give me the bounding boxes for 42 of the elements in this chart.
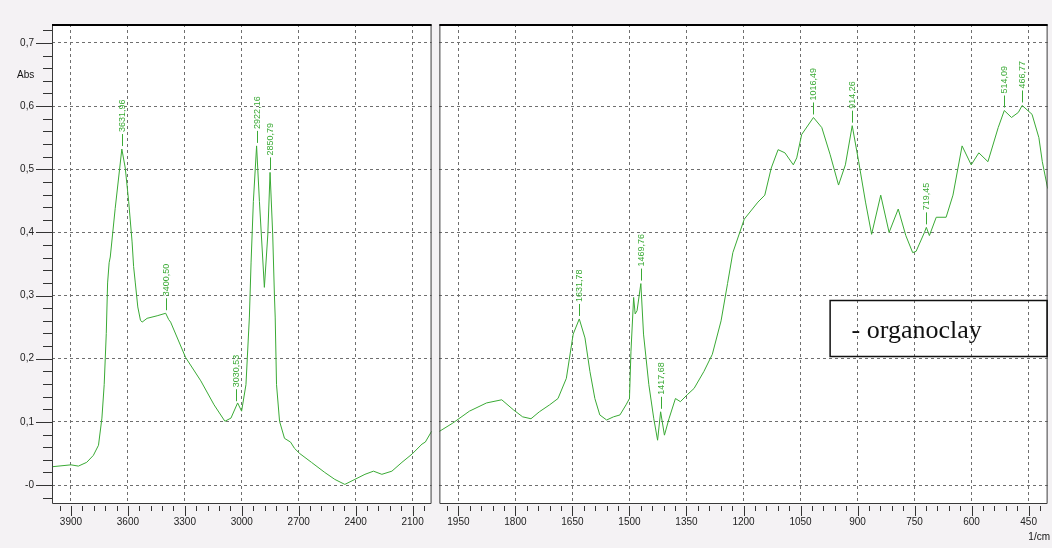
x-tick-label: 3300	[173, 515, 197, 527]
x-tick-label: 600	[963, 515, 981, 527]
x-tick-label: 1050	[789, 515, 813, 527]
x-tick-label: 1650	[561, 515, 584, 527]
y-tick-label: 0,1	[20, 415, 35, 427]
y-tick-label: 0,5	[20, 163, 35, 175]
annotation: 719,45	[920, 182, 931, 211]
y-tick-label: 0,7	[20, 36, 35, 48]
y-tick-label: 0,4	[20, 226, 35, 238]
x-tick-label: 1200	[732, 515, 756, 527]
annotation: 2922,16	[251, 96, 262, 129]
x-tick-label: 450	[1020, 515, 1038, 527]
annotation: 1469,76	[635, 234, 646, 267]
y-tick-label: 0,3	[20, 289, 35, 301]
x-tick-label: 1800	[504, 515, 527, 527]
x-tick-label: 2400	[344, 515, 368, 527]
annotation: 1417,68	[655, 362, 666, 395]
annotation: 3030,53	[230, 354, 241, 388]
y-tick-label: 0,6	[20, 99, 35, 111]
x-tick-label: 3900	[59, 515, 83, 527]
x-tick-label: 750	[906, 515, 924, 527]
annotation: 1016,49	[807, 67, 818, 101]
annotation: 3631,96	[116, 99, 127, 133]
annotation: 2850,79	[264, 122, 275, 156]
annotation: - organoclay	[851, 315, 982, 344]
x-tick-label: 1500	[618, 515, 642, 527]
x-tick-label: 3000	[230, 515, 254, 527]
x-axis-title: 1/cm	[1028, 531, 1050, 542]
x-tick-label: 2100	[401, 515, 425, 527]
y-tick-label: -0	[25, 478, 35, 490]
annotation: 914,26	[846, 81, 857, 109]
y-axis-title: Abs	[17, 68, 35, 80]
x-tick-label: 1350	[675, 515, 699, 527]
annotation: 1631,78	[573, 269, 584, 302]
y-tick-label: 0,2	[20, 352, 35, 364]
x-tick-label: 900	[849, 515, 867, 527]
annotation: 514,09	[998, 66, 1009, 94]
x-tick-label: 3600	[116, 515, 140, 527]
x-tick-label: 1950	[447, 515, 470, 527]
annotation: 466,77	[1016, 60, 1027, 89]
annotation: 3400,50	[160, 263, 171, 297]
x-tick-label: 2700	[287, 515, 311, 527]
